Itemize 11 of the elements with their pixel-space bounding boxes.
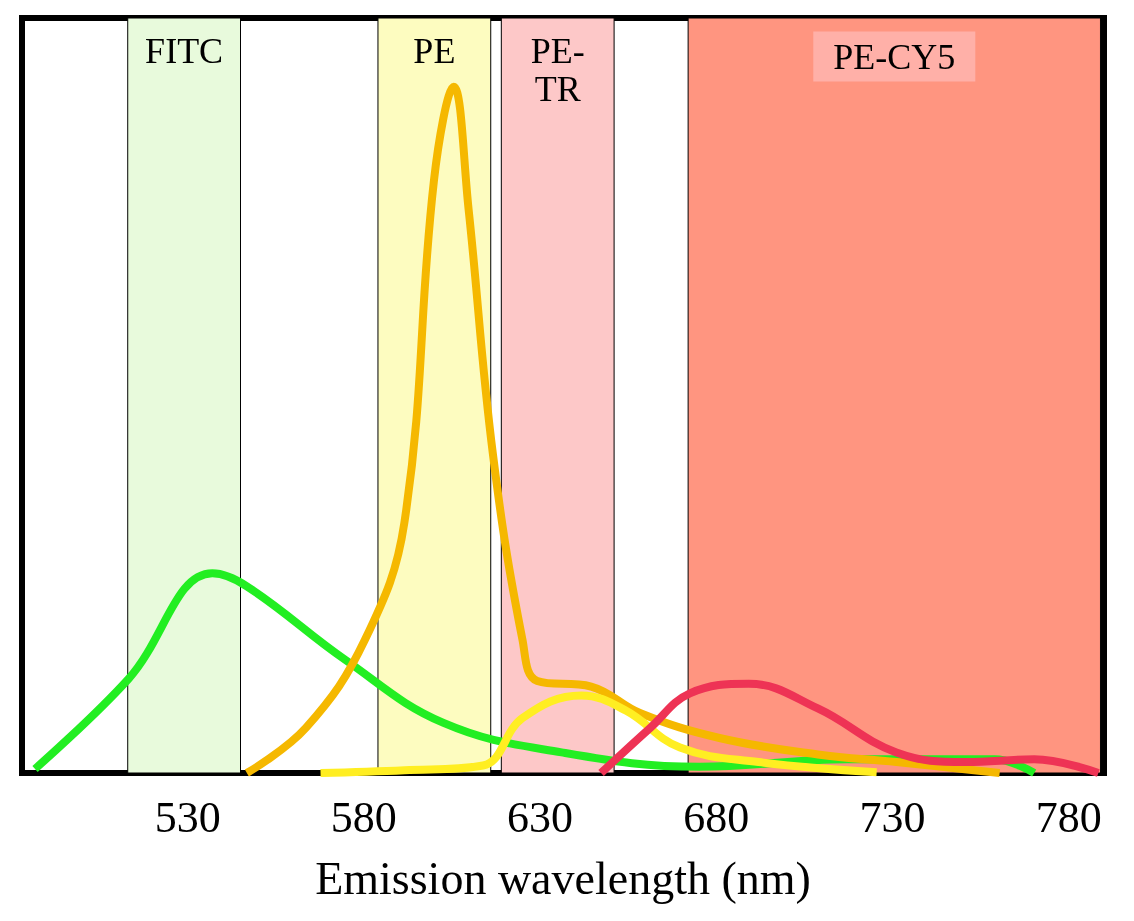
x-tick-label: 530 [154, 792, 221, 842]
x-tick-label: 630 [507, 792, 574, 842]
x-tick-label: 680 [683, 792, 750, 842]
x-axis-title: Emission wavelength (nm) [315, 852, 811, 904]
band-label: PE [413, 30, 456, 71]
x-tick-label: 730 [859, 792, 926, 842]
band-label: PE-CY5 [833, 36, 956, 77]
band-label: FITC [145, 30, 224, 71]
x-tick-label: 580 [330, 792, 397, 842]
band-label: PE-TR [530, 30, 585, 109]
x-tick-label: 780 [1035, 792, 1102, 842]
